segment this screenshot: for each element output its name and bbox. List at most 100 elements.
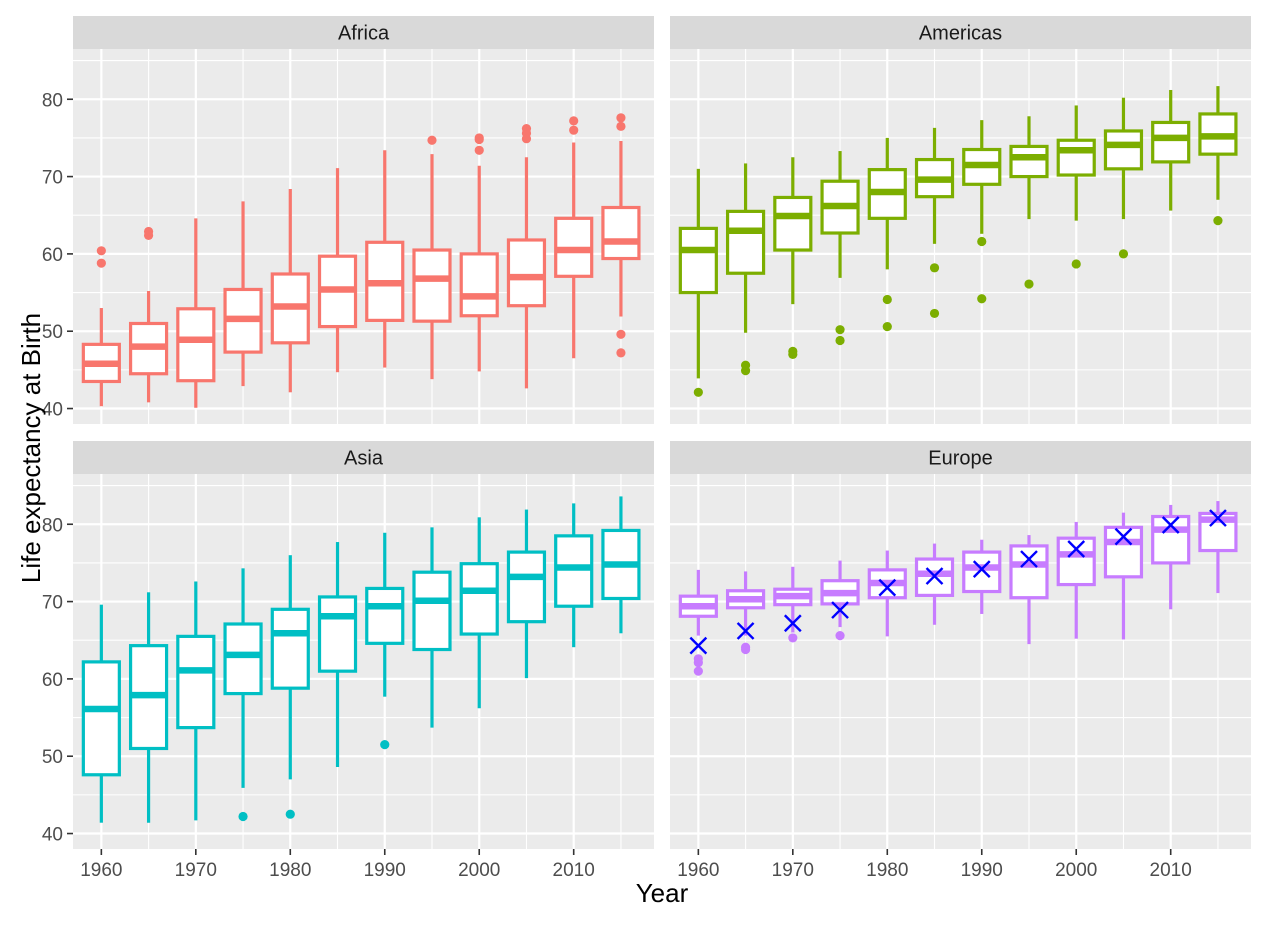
box-iqr [506, 550, 547, 624]
x-tick-label: 1970 [772, 860, 814, 881]
box-1980 [867, 137, 907, 332]
x-tick-label: 1960 [677, 860, 719, 881]
mean-marker [1020, 550, 1038, 568]
mean-marker-stroke [878, 578, 897, 597]
mean-marker [1114, 527, 1133, 546]
panel-americas: Americas [670, 16, 1251, 424]
x-tick-label: 1960 [80, 860, 122, 881]
box-1995 [1009, 535, 1049, 645]
box-iqr [1056, 138, 1096, 177]
box-1980 [270, 555, 310, 819]
y-axis-title: Life expectancy at Birth [16, 313, 46, 583]
outlier-point [427, 135, 437, 145]
box-iqr [81, 660, 121, 777]
outlier-point [788, 633, 798, 643]
box-iqr [601, 205, 641, 261]
mean-marker-stroke [1067, 540, 1086, 558]
box-iqr [678, 226, 718, 295]
box-1990 [962, 120, 1002, 304]
facet-strip [670, 441, 1251, 474]
box-1980 [270, 188, 310, 393]
outlier-point [977, 236, 987, 247]
outlier-point [835, 325, 845, 335]
box-iqr [270, 607, 310, 690]
y-tick-label: 70 [42, 593, 63, 614]
y-tick-label: 40 [42, 825, 63, 846]
box-1985 [914, 127, 955, 319]
box-iqr [459, 562, 499, 636]
box-1975 [223, 568, 263, 822]
box-2005 [1103, 97, 1144, 259]
box-1970 [773, 566, 813, 643]
box-2000 [459, 133, 499, 372]
box-1965 [128, 592, 169, 823]
box-iqr [365, 586, 405, 645]
facet-strip [73, 16, 654, 49]
box-iqr [412, 570, 452, 652]
box-2015 [1198, 86, 1238, 226]
outlier-point [1213, 216, 1223, 226]
box-1965 [725, 571, 766, 655]
outlier-point [616, 348, 626, 358]
outlier-point [285, 809, 295, 819]
outlier-point [693, 658, 703, 668]
box-1960 [678, 569, 718, 676]
box-1970 [176, 581, 216, 821]
y-tick-label: 80 [42, 515, 63, 536]
mean-marker-stroke [1020, 550, 1038, 568]
box-iqr [773, 195, 813, 252]
box-iqr [506, 238, 547, 308]
box-2000 [1056, 521, 1096, 639]
box-1965 [128, 226, 169, 403]
x-tick-label: 2000 [1055, 860, 1097, 881]
mean-marker [972, 560, 991, 578]
facet-strip-label: Europe [928, 448, 993, 470]
y-tick-label: 80 [42, 90, 63, 111]
panel-background [670, 49, 1251, 424]
outlier-point [929, 308, 940, 319]
facet-strip [73, 441, 654, 474]
outlier-point [693, 666, 703, 676]
box-1995 [412, 527, 452, 728]
facet-strip-label: Africa [338, 23, 390, 45]
box-iqr [1103, 525, 1144, 579]
x-tick-label: 1970 [175, 860, 217, 881]
mean-marker-stroke [972, 560, 991, 578]
mean-marker-stroke [831, 601, 849, 619]
box-1975 [820, 560, 860, 641]
mean-marker [1067, 540, 1086, 558]
outlier-point [616, 329, 626, 339]
box-1960 [678, 168, 718, 397]
outlier-point [96, 258, 106, 268]
x-tick-label: 1990 [364, 860, 406, 881]
box-2005 [506, 124, 547, 389]
box-2000 [1056, 105, 1096, 269]
outlier-point [474, 134, 484, 145]
mean-marker [783, 614, 802, 633]
box-2015 [601, 113, 641, 358]
y-tick-label: 60 [42, 670, 63, 691]
mean-marker [1209, 509, 1227, 527]
panel-europe: Europe 1960 1970 1980 1990 2000 2010 [670, 441, 1251, 881]
box-1960 [81, 246, 121, 407]
y-tick-label: 40 [42, 400, 63, 421]
outlier-point [521, 134, 532, 144]
y-tick-label: 60 [42, 245, 63, 266]
outlier-point [788, 349, 798, 360]
mean-marker-stroke [1161, 516, 1180, 534]
mean-marker [925, 567, 944, 585]
x-tick-label: 1990 [961, 860, 1003, 881]
outlier-point [835, 630, 845, 641]
outlier-point [977, 294, 987, 304]
mean-marker-stroke [1114, 527, 1133, 546]
box-2000 [459, 517, 499, 709]
outlier-point [380, 740, 390, 750]
box-iqr [1151, 120, 1191, 164]
x-tick-label: 2010 [1150, 860, 1192, 881]
outlier-point [835, 335, 845, 346]
box-1995 [1009, 116, 1049, 289]
box-iqr [176, 307, 216, 383]
box-1990 [365, 150, 405, 368]
